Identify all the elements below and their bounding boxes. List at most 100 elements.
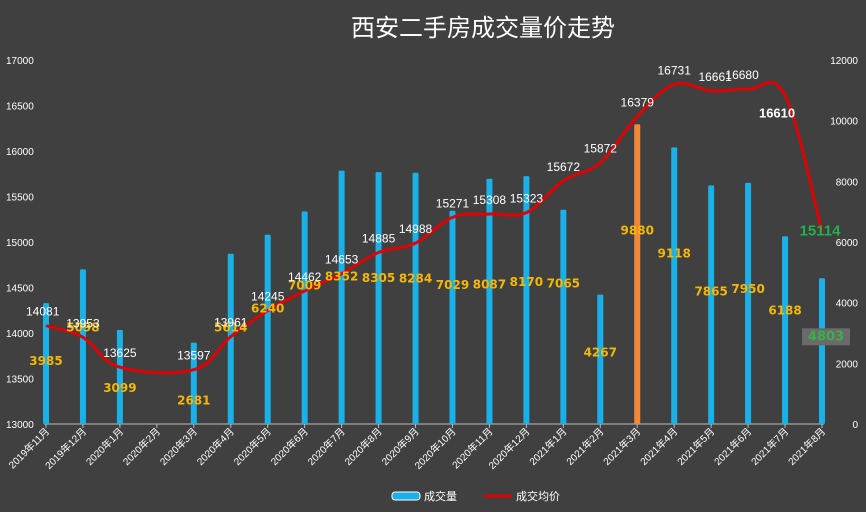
x-tick-label: 2020年7月 <box>305 425 348 468</box>
right-tick-label: 10000 <box>830 117 858 128</box>
volume-bar <box>227 253 234 424</box>
price-data-label: 15323 <box>510 192 544 206</box>
volume-bar <box>634 124 641 424</box>
x-tick-label: 2020年1月 <box>83 425 126 468</box>
volume-bar <box>782 236 789 424</box>
volume-labels: 3985 5098 3099 2681 5614 6240 7009 8352 8305 8284… <box>29 223 850 408</box>
volume-data-label: 9880 <box>621 223 654 237</box>
price-data-label: 14653 <box>325 253 359 267</box>
legend-price-label: 成交均价 <box>516 489 560 503</box>
volume-data-label: 8170 <box>510 275 543 289</box>
volume-data-label: 5614 <box>214 321 247 335</box>
last-volume-label-bg <box>802 328 850 346</box>
left-tick-label: 17000 <box>6 56 34 67</box>
x-tick-label: 2020年4月 <box>194 425 237 468</box>
x-tick-label: 2021年5月 <box>674 425 717 468</box>
volume-bar <box>449 210 456 424</box>
price-data-label: 14245 <box>251 290 285 304</box>
price-data-label: 16610 <box>759 105 795 120</box>
x-tick-label: 2020年8月 <box>342 425 385 468</box>
x-tick-label: 2021年1月 <box>526 425 569 468</box>
left-tick-label: 13000 <box>6 420 34 431</box>
volume-bar <box>301 211 308 424</box>
volume-data-label: 7009 <box>288 278 321 292</box>
volume-bar <box>560 209 567 424</box>
price-data-label: 16661 <box>698 70 732 84</box>
x-tick-label: 2020年6月 <box>268 425 311 468</box>
x-tick-label: 2020年3月 <box>157 425 200 468</box>
price-data-label: 13953 <box>66 316 100 330</box>
volume-data-label: 7865 <box>694 284 727 298</box>
volume-bar <box>190 342 197 424</box>
right-tick-label: 0 <box>852 420 858 431</box>
volume-bar <box>116 329 123 424</box>
left-tick-label: 14000 <box>6 329 34 340</box>
x-tick-label: 2021年8月 <box>785 425 828 468</box>
right-tick-label: 4000 <box>836 299 859 310</box>
price-data-label: 14885 <box>362 231 396 245</box>
left-tick-label: 15500 <box>6 193 34 204</box>
volume-data-label: 2681 <box>177 394 210 408</box>
price-data-label: 15672 <box>547 160 581 174</box>
volume-bar <box>412 172 419 424</box>
volume-data-label: 6240 <box>251 302 284 316</box>
left-tick-label: 14500 <box>6 284 34 295</box>
volume-data-label: 8305 <box>362 271 395 285</box>
right-tick-label: 8000 <box>836 177 859 188</box>
legend-volume-swatch <box>391 491 421 501</box>
price-data-label: 15872 <box>584 142 618 156</box>
volume-bar <box>708 185 715 424</box>
price-data-label: 16731 <box>658 63 692 77</box>
volume-bar <box>597 294 604 424</box>
x-tick-label: 2021年6月 <box>711 425 754 468</box>
price-data-label: 16680 <box>725 68 759 82</box>
volume-bar <box>43 303 49 424</box>
volume-data-label: 3985 <box>29 354 62 368</box>
chart-title: 西安二手房成交量价走势 <box>351 14 615 42</box>
left-tick-label: 13500 <box>6 375 34 386</box>
left-axis: 13000 13500 14000 14500 15000 15500 16000 16500… <box>6 56 34 431</box>
volume-data-label: 7065 <box>547 277 580 291</box>
volume-bar <box>375 172 382 424</box>
price-data-label: 14988 <box>399 222 433 236</box>
volume-data-label: 8284 <box>399 272 432 286</box>
x-axis: 2019年11月2019年12月2020年1月2020年2月2020年3月202… <box>6 424 828 472</box>
left-tick-label: 16000 <box>6 147 34 158</box>
x-tick-label: 2020年5月 <box>231 425 274 468</box>
price-data-label: 15271 <box>436 196 470 210</box>
volume-data-label: 7029 <box>436 278 469 292</box>
volume-data-label: 3099 <box>103 381 136 395</box>
x-tick-label: 2021年2月 <box>563 425 606 468</box>
volume-data-label: 7950 <box>731 282 764 296</box>
volume-bar <box>819 278 825 424</box>
x-tick-label: 2020年2月 <box>120 425 163 468</box>
price-data-label: 13961 <box>214 316 248 330</box>
right-axis: 0 2000 4000 6000 8000 10000 12000 <box>830 56 858 431</box>
right-tick-label: 2000 <box>836 359 859 370</box>
volume-bar <box>264 234 271 424</box>
left-tick-label: 15000 <box>6 238 34 249</box>
price-data-label: 13597 <box>177 349 211 363</box>
x-tick-label: 2021年3月 <box>600 425 643 468</box>
price-data-label: 14081 <box>26 305 60 319</box>
volume-bar <box>523 176 530 424</box>
price-line <box>45 81 824 375</box>
price-data-label: 15308 <box>473 193 507 207</box>
volume-data-label: 4803 <box>808 329 844 344</box>
left-tick-label: 16500 <box>6 102 34 113</box>
volume-bar <box>79 269 86 424</box>
price-data-label: 14462 <box>288 270 322 284</box>
x-tick-label: 2021年7月 <box>748 425 791 468</box>
volume-data-label: 4267 <box>584 346 617 360</box>
volume-data-label: 8087 <box>473 278 506 292</box>
price-line-series <box>45 81 824 375</box>
volume-data-label: 6188 <box>768 303 801 317</box>
x-tick-label: 2021年4月 <box>637 425 680 468</box>
right-tick-label: 6000 <box>836 238 859 249</box>
legend-volume-label: 成交量 <box>424 489 457 503</box>
volume-bar <box>671 147 678 425</box>
volume-bar <box>745 182 752 424</box>
volume-bars <box>43 124 825 425</box>
volume-data-label: 9118 <box>657 246 690 260</box>
